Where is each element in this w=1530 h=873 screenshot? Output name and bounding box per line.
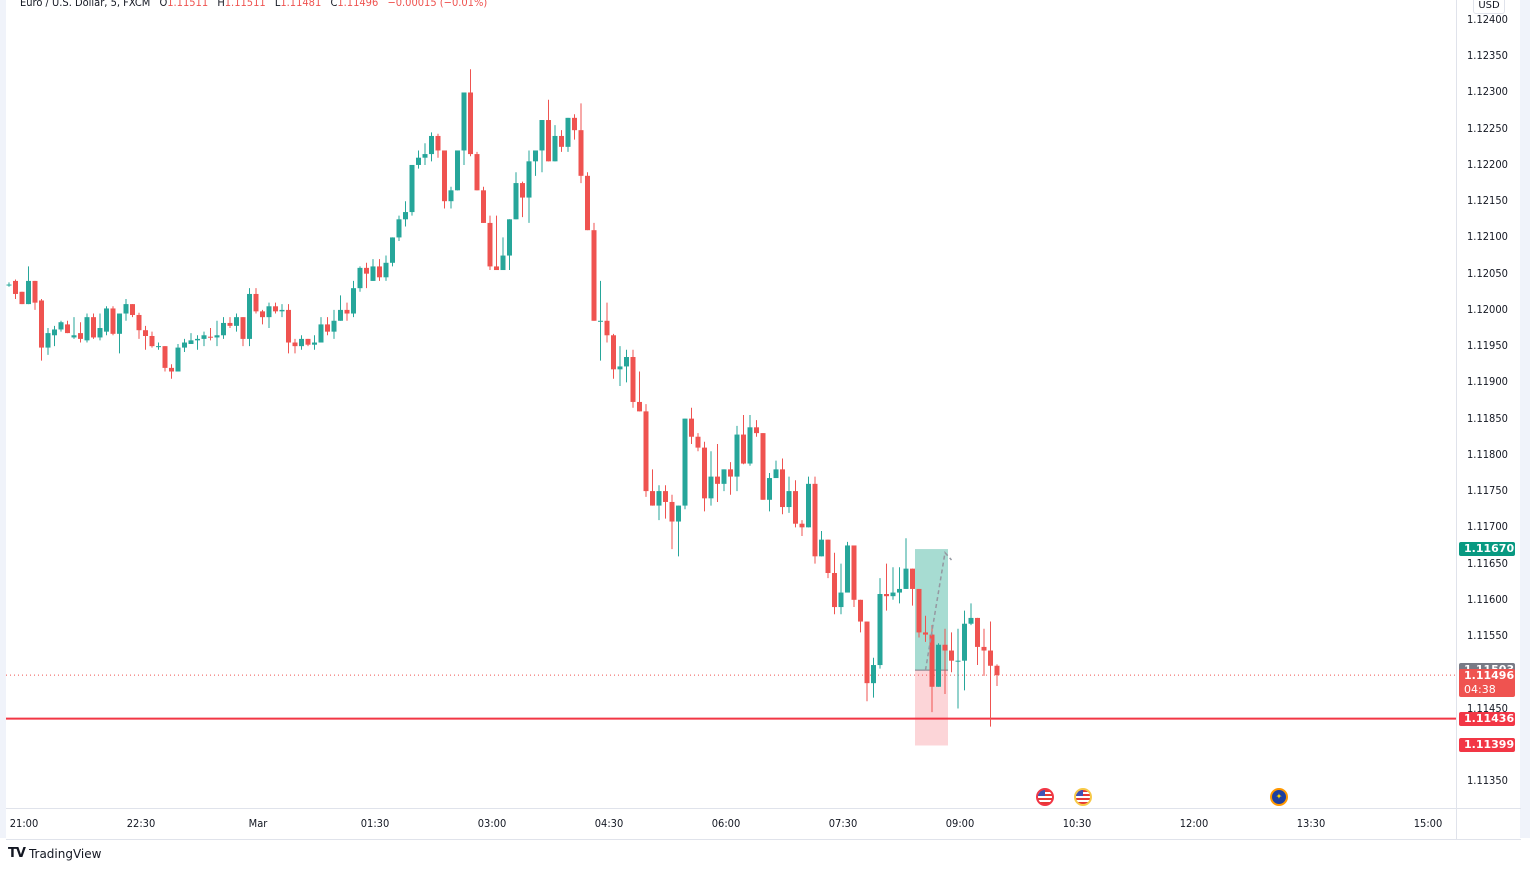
high-value: 1.11511 xyxy=(224,0,266,9)
time-tick: 21:00 xyxy=(9,817,39,830)
high-label: H xyxy=(217,0,225,9)
target-price-badge: 1.11670 xyxy=(1459,542,1515,557)
price-tick: 1.11350 xyxy=(1467,774,1508,787)
price-tick: 1.11450 xyxy=(1467,701,1508,715)
branding[interactable]: TV TradingView xyxy=(8,846,101,861)
time-tick: 10:30 xyxy=(1062,817,1092,830)
bar-countdown: 04:38 xyxy=(1464,683,1496,697)
right-border xyxy=(1520,0,1530,838)
stop-price-badge: 1.11399 xyxy=(1459,738,1515,753)
low-value: 1.11481 xyxy=(280,0,322,9)
open-label: O xyxy=(159,0,168,9)
close-label: C xyxy=(330,0,338,9)
price-tick: 1.12000 xyxy=(1467,302,1508,316)
price-tick: 1.12150 xyxy=(1467,194,1508,208)
us-event-red-icon[interactable] xyxy=(1036,788,1054,806)
time-tick: 04:30 xyxy=(594,817,624,830)
price-tick: 1.12400 xyxy=(1467,13,1508,26)
current-price-badge: 1.11496 04:38 xyxy=(1459,669,1515,698)
time-tick: 09:00 xyxy=(945,817,975,830)
price-tick: 1.12250 xyxy=(1467,121,1508,135)
price-tick: 1.11800 xyxy=(1467,447,1508,461)
time-tick: 15:00 xyxy=(1413,817,1443,830)
price-tick: 1.11850 xyxy=(1467,411,1508,425)
symbol-title: Euro / U.S. Dollar, 5, FXCM xyxy=(20,0,151,9)
time-tick: 01:30 xyxy=(360,817,390,830)
time-tick: 06:00 xyxy=(711,817,741,830)
time-scale[interactable]: 21:00 22:30 Mar 01:30 03:00 04:30 06:00 07:30 09… xyxy=(6,808,1456,840)
time-tick: 07:30 xyxy=(828,817,858,830)
tradingview-logo-icon: TV xyxy=(8,846,26,861)
price-tick: 1.11900 xyxy=(1467,375,1508,389)
price-tick: 1.11950 xyxy=(1467,339,1508,353)
price-tick: 1.12050 xyxy=(1467,266,1508,280)
current-price-value: 1.11496 xyxy=(1464,669,1515,683)
chart-pane[interactable]: Euro / U.S. Dollar, 5, FXCM O1.11511 H1.… xyxy=(6,0,1456,808)
us-event-yellow-icon[interactable] xyxy=(1074,788,1092,806)
close-value: 1.11496 xyxy=(337,0,379,9)
left-border xyxy=(0,0,6,838)
symbol-legend: Euro / U.S. Dollar, 5, FXCM O1.11511 H1.… xyxy=(20,0,487,9)
time-tick: Mar xyxy=(248,817,268,830)
time-tick: 22:30 xyxy=(126,817,156,830)
open-value: 1.11511 xyxy=(167,0,209,9)
time-tick: 03:00 xyxy=(477,817,507,830)
time-tick: 13:30 xyxy=(1296,817,1326,830)
price-tick: 1.11600 xyxy=(1467,592,1508,606)
price-tick: 1.12100 xyxy=(1467,230,1508,244)
low-label: L xyxy=(274,0,281,9)
price-tick: 1.12200 xyxy=(1467,157,1508,171)
price-tick: 1.11750 xyxy=(1467,484,1508,498)
horizontal-line-badge: 1.11436 xyxy=(1459,711,1515,726)
eu-event-orange-icon[interactable]: ✦ xyxy=(1270,788,1288,806)
price-tick: 1.11650 xyxy=(1467,556,1508,570)
axis-corner xyxy=(1456,808,1521,840)
currency-button[interactable]: USD xyxy=(1473,0,1505,14)
time-tick: 12:00 xyxy=(1179,817,1209,830)
change-value: −0.00015 (−0.01%) xyxy=(387,0,488,9)
price-tick: 1.12300 xyxy=(1467,85,1508,99)
brand-name: TradingView xyxy=(28,846,102,861)
price-tick: 1.11550 xyxy=(1467,629,1508,643)
candlestick-series xyxy=(6,69,1456,746)
price-scale[interactable]: USD 1.12400 1.12350 1.12300 1.12250 1.12200 1… xyxy=(1456,0,1521,808)
price-tick: 1.11700 xyxy=(1467,520,1508,534)
price-tick: 1.12350 xyxy=(1467,49,1508,63)
